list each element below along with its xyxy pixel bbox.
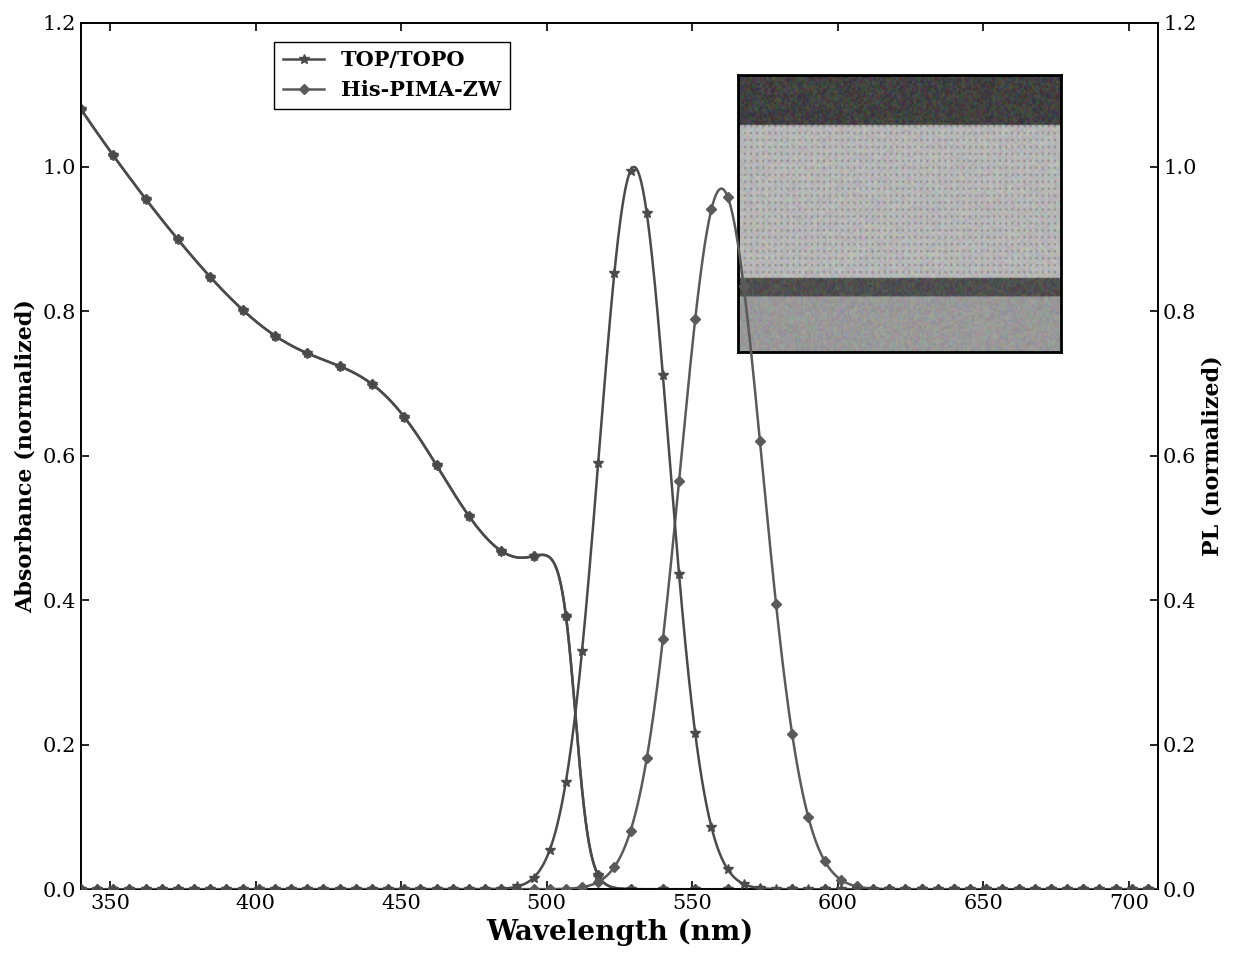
Legend: TOP/TOPO, His-PIMA-ZW: TOP/TOPO, His-PIMA-ZW <box>275 41 509 109</box>
X-axis label: Wavelength (nm): Wavelength (nm) <box>486 919 753 946</box>
Y-axis label: Absorbance (normalized): Absorbance (normalized) <box>15 299 37 613</box>
Y-axis label: PL (normalized): PL (normalized) <box>1202 356 1224 556</box>
